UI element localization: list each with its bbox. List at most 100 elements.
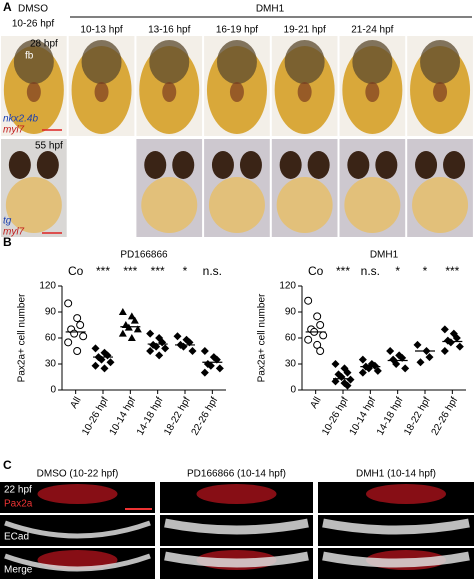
pax2a-signal xyxy=(37,550,118,570)
row-label: Merge xyxy=(4,565,33,576)
point xyxy=(358,355,367,364)
point xyxy=(91,344,100,353)
annotation: Co xyxy=(68,264,84,278)
point xyxy=(370,361,379,370)
embryo-head xyxy=(352,40,393,84)
row-label: Pax2a xyxy=(4,499,33,510)
y-tick-label: 0 xyxy=(290,385,296,396)
y-tick-label: 30 xyxy=(45,359,57,370)
embryo-head xyxy=(216,40,257,84)
point xyxy=(133,325,142,333)
point xyxy=(401,364,410,373)
point xyxy=(446,338,455,347)
eye xyxy=(8,151,31,179)
point xyxy=(91,361,100,370)
column-label: 21-24 hpf xyxy=(351,25,393,36)
y-tick-label: 60 xyxy=(285,333,297,344)
point xyxy=(452,334,461,342)
point xyxy=(64,338,73,347)
point xyxy=(73,347,82,355)
ecad-signal xyxy=(322,518,470,535)
point xyxy=(416,358,425,367)
column-label: PD166866 (10-14 hpf) xyxy=(187,469,286,480)
point xyxy=(346,375,355,384)
point xyxy=(331,360,340,368)
annotation: *** xyxy=(151,264,165,278)
point xyxy=(173,332,182,341)
eye xyxy=(443,151,466,179)
point xyxy=(358,368,367,377)
y-tick-label: 60 xyxy=(45,333,57,344)
embryo-yolk xyxy=(412,177,469,233)
probe-label: tg xyxy=(3,216,12,227)
point xyxy=(200,347,209,355)
panel-label: A xyxy=(3,0,12,14)
region-label: fb xyxy=(25,51,34,62)
point xyxy=(206,361,215,370)
annotation: n.s. xyxy=(203,264,222,278)
point xyxy=(319,331,328,340)
point xyxy=(343,368,352,377)
point xyxy=(304,335,313,344)
point xyxy=(440,325,449,334)
heart-stain xyxy=(94,82,109,102)
annotation: *** xyxy=(445,264,459,278)
point xyxy=(146,347,155,355)
point xyxy=(200,368,209,377)
ecad-signal xyxy=(4,520,151,539)
y-tick-label: 30 xyxy=(285,359,297,370)
point xyxy=(64,299,73,308)
embryo-head xyxy=(13,40,54,84)
x-tick-label: 10-26 hpf xyxy=(320,395,351,437)
annotation: n.s. xyxy=(361,264,380,278)
heart-stain xyxy=(26,82,41,102)
x-tick-label: 22-26 hpf xyxy=(190,395,221,437)
annotation: * xyxy=(183,264,188,278)
stage-label: 22 hpf xyxy=(4,485,32,496)
column-label: 10-26 hpf xyxy=(12,19,54,30)
point xyxy=(440,347,449,355)
x-tick-label: 10-26 hpf xyxy=(80,395,111,437)
column-label: 16-19 hpf xyxy=(216,25,258,36)
column-label: 10-13 hpf xyxy=(80,25,122,36)
row-label: ECad xyxy=(4,532,29,543)
embryo-yolk xyxy=(141,177,198,233)
point xyxy=(127,334,136,341)
eye xyxy=(172,151,195,179)
point xyxy=(106,358,115,367)
eye xyxy=(415,151,438,179)
embryo-yolk xyxy=(276,177,333,233)
y-axis-label: Pax2a+ cell number xyxy=(17,293,28,382)
annotation: *** xyxy=(96,264,110,278)
point xyxy=(73,314,82,323)
column-label: DMH1 (10-14 hpf) xyxy=(356,469,436,480)
embryo-head xyxy=(420,40,461,84)
eye xyxy=(144,151,167,179)
eye xyxy=(279,151,302,179)
panel-label: C xyxy=(3,458,12,472)
stage-label: 55 hpf xyxy=(35,141,63,152)
y-axis-label: Pax2a+ cell number xyxy=(257,293,268,382)
embryo-head xyxy=(284,40,325,84)
x-tick-label: 18-22 hpf xyxy=(162,395,193,437)
column-label: 19-21 hpf xyxy=(284,25,326,36)
point xyxy=(413,340,422,349)
annotation: * xyxy=(395,264,400,278)
annotation: Co xyxy=(308,264,324,278)
column-label: 13-16 hpf xyxy=(148,25,190,36)
probe-label: myl7 xyxy=(3,227,25,238)
eye xyxy=(307,151,330,179)
y-tick-label: 120 xyxy=(39,281,56,292)
annotation: *** xyxy=(123,264,137,278)
embryo-yolk xyxy=(344,177,401,233)
point xyxy=(70,329,79,338)
eye xyxy=(375,151,398,179)
point xyxy=(130,316,139,324)
eye xyxy=(347,151,370,179)
x-tick-label: All xyxy=(308,395,323,410)
point xyxy=(188,347,197,355)
point xyxy=(425,353,434,362)
point xyxy=(386,347,395,355)
panel-label: B xyxy=(3,235,12,249)
